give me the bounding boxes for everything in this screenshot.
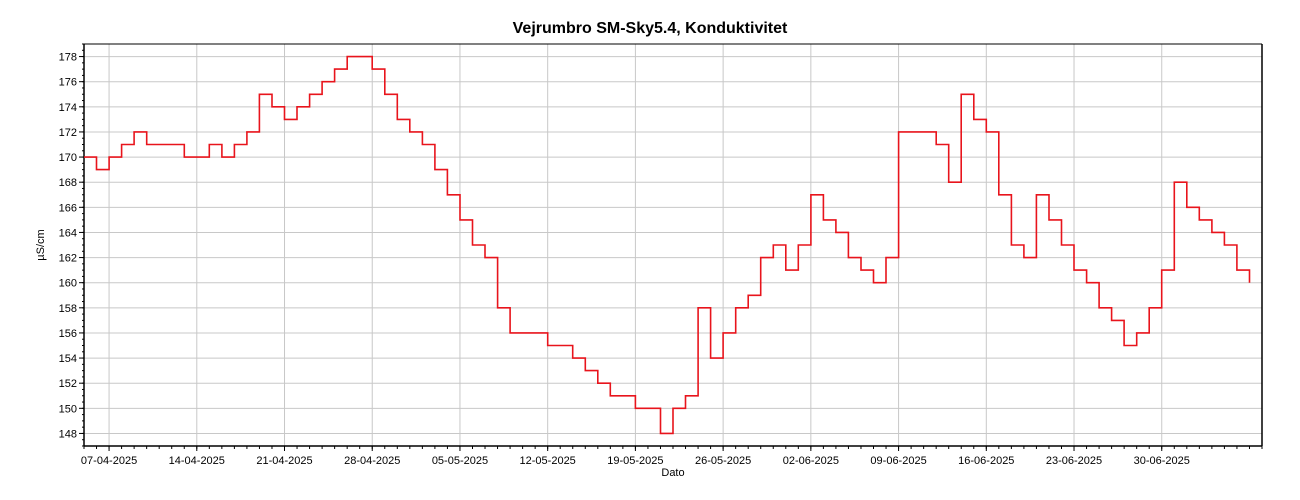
plot-area (84, 44, 1262, 446)
y-tick-label: 178 (59, 52, 77, 64)
y-tick-label: 172 (59, 127, 77, 139)
x-tick-label: 19-05-2025 (607, 455, 663, 467)
y-tick-label: 166 (59, 202, 77, 214)
y-axis-label: µS/cm (35, 229, 47, 260)
y-tick-label: 176 (59, 77, 77, 89)
series-line (84, 55, 1251, 435)
series (84, 55, 1251, 435)
y-tick-label: 164 (59, 227, 77, 239)
chart-title: Vejrumbro SM-Sky5.4, Konduktivitet (512, 20, 788, 37)
y-tick-label: 158 (59, 303, 77, 315)
y-tick-label: 156 (59, 328, 77, 340)
y-tick-label: 154 (59, 353, 77, 365)
y-tick-label: 150 (59, 403, 77, 415)
x-tick-label: 12-05-2025 (520, 455, 576, 467)
y-tick-label: 148 (59, 428, 77, 440)
x-tick-label: 23-06-2025 (1046, 455, 1102, 467)
x-tick-label: 28-04-2025 (344, 455, 400, 467)
y-tick-label: 160 (59, 278, 77, 290)
labels: Dato µS/cm (35, 229, 685, 479)
y-tick-label: 174 (59, 102, 77, 114)
x-tick-label: 16-06-2025 (958, 455, 1014, 467)
x-tick-label: 14-04-2025 (169, 455, 225, 467)
x-tick-label: 07-04-2025 (81, 455, 137, 467)
x-axis-label: Dato (661, 467, 684, 479)
x-tick-label: 26-05-2025 (695, 455, 751, 467)
x-tick-label: 09-06-2025 (870, 455, 926, 467)
grid (84, 44, 1262, 446)
axes: 148 150 152 154 156 158 160 162 164 166 168 170 172 1… (59, 43, 1263, 467)
x-tick-label: 21-04-2025 (256, 455, 312, 467)
x-tick-label: 05-05-2025 (432, 455, 488, 467)
x-tick-label: 30-06-2025 (1134, 455, 1190, 467)
x-tick-label: 02-06-2025 (783, 455, 839, 467)
y-tick-label: 168 (59, 177, 77, 189)
y-tick-label: 152 (59, 378, 77, 390)
y-tick-label: 162 (59, 253, 77, 265)
y-tick-label: 170 (59, 152, 77, 164)
